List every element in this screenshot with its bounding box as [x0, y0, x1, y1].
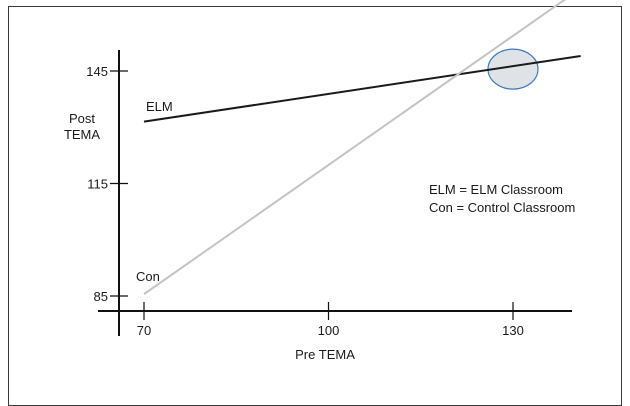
- series-label-con: Con: [136, 269, 160, 284]
- series-lines: [143, 0, 581, 295]
- series-line-con: [143, 0, 566, 295]
- series-label-elm: ELM: [146, 99, 173, 114]
- ticks: 85 115 145 70 100 130: [86, 64, 524, 338]
- axes: [98, 50, 572, 336]
- y-axis-label: Post: [69, 111, 95, 126]
- y-tick-label: 85: [94, 289, 108, 304]
- y-tick-label: 145: [86, 64, 108, 79]
- y-tick-label: 115: [87, 177, 108, 192]
- x-tick-label: 100: [318, 323, 340, 338]
- x-axis-label: Pre TEMA: [295, 347, 355, 362]
- series-line-elm: [143, 55, 581, 123]
- x-tick-label: 130: [502, 323, 524, 338]
- legend-entry: ELM = ELM Classroom: [429, 182, 563, 197]
- legend-entry: Con = Control Classroom: [429, 200, 575, 215]
- x-tick-label: 70: [137, 323, 151, 338]
- y-axis-label: TEMA: [64, 127, 100, 142]
